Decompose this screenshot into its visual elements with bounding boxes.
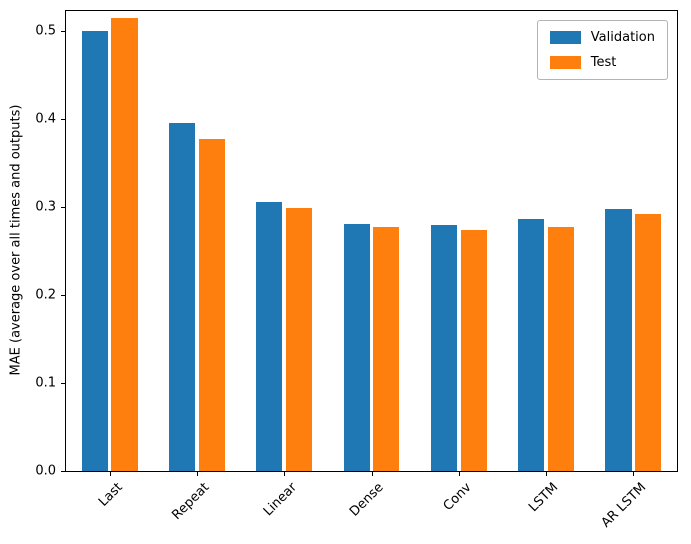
bar-validation-dense bbox=[343, 223, 370, 471]
x-tick-label: LSTM bbox=[526, 480, 562, 516]
y-tick-label: 0.3 bbox=[35, 199, 56, 215]
legend-swatch-validation bbox=[549, 31, 581, 44]
y-tick-label: 0.0 bbox=[35, 463, 56, 479]
y-tick-mark bbox=[61, 206, 65, 208]
bar-test-linear bbox=[285, 207, 313, 471]
bar-validation-conv bbox=[430, 224, 458, 471]
x-tick-mark bbox=[458, 472, 460, 476]
legend-swatch-test bbox=[549, 56, 581, 69]
plot-area: Validation Test bbox=[65, 10, 678, 472]
y-tick-mark bbox=[61, 30, 65, 32]
x-tick-mark bbox=[633, 472, 635, 476]
y-tick-label: 0.5 bbox=[35, 23, 56, 39]
legend-entry-test: Test bbox=[549, 55, 655, 70]
x-tick-mark bbox=[284, 472, 286, 476]
x-tick-mark bbox=[546, 472, 548, 476]
x-tick-label: Repeat bbox=[169, 480, 213, 523]
bar-validation-last bbox=[81, 30, 108, 471]
y-tick-mark bbox=[61, 382, 65, 384]
y-tick-label: 0.4 bbox=[35, 111, 56, 127]
x-tick-mark bbox=[196, 472, 198, 476]
bar-test-ar-lstm bbox=[635, 213, 662, 471]
legend: Validation Test bbox=[536, 20, 668, 80]
x-tick-label: Conv bbox=[440, 480, 475, 514]
x-tick-mark bbox=[109, 472, 111, 476]
x-tick-label: AR LSTM bbox=[598, 480, 649, 531]
legend-label: Test bbox=[590, 55, 617, 70]
bar-test-last bbox=[111, 17, 138, 471]
y-tick-label: 0.2 bbox=[35, 287, 56, 303]
bar-validation-ar-lstm bbox=[605, 208, 632, 471]
y-tick-mark bbox=[61, 118, 65, 120]
bar-test-lstm bbox=[547, 227, 574, 471]
legend-label: Validation bbox=[590, 30, 655, 45]
bar-validation-repeat bbox=[168, 123, 196, 471]
x-tick-label: Linear bbox=[260, 480, 300, 520]
y-tick-label: 0.1 bbox=[35, 375, 56, 391]
x-tick-label: Dense bbox=[347, 480, 388, 520]
x-tick-mark bbox=[371, 472, 373, 476]
x-tick-label: Last bbox=[95, 480, 126, 510]
bar-validation-lstm bbox=[518, 219, 545, 471]
bar-test-repeat bbox=[198, 139, 225, 471]
bar-test-conv bbox=[460, 229, 487, 471]
bar-test-dense bbox=[373, 227, 400, 471]
y-axis-label: MAE (average over all times and outputs) bbox=[8, 104, 24, 376]
legend-entry-validation: Validation bbox=[549, 30, 655, 45]
y-tick-mark bbox=[61, 294, 65, 296]
bar-validation-linear bbox=[256, 201, 283, 471]
y-tick-mark bbox=[61, 471, 65, 472]
